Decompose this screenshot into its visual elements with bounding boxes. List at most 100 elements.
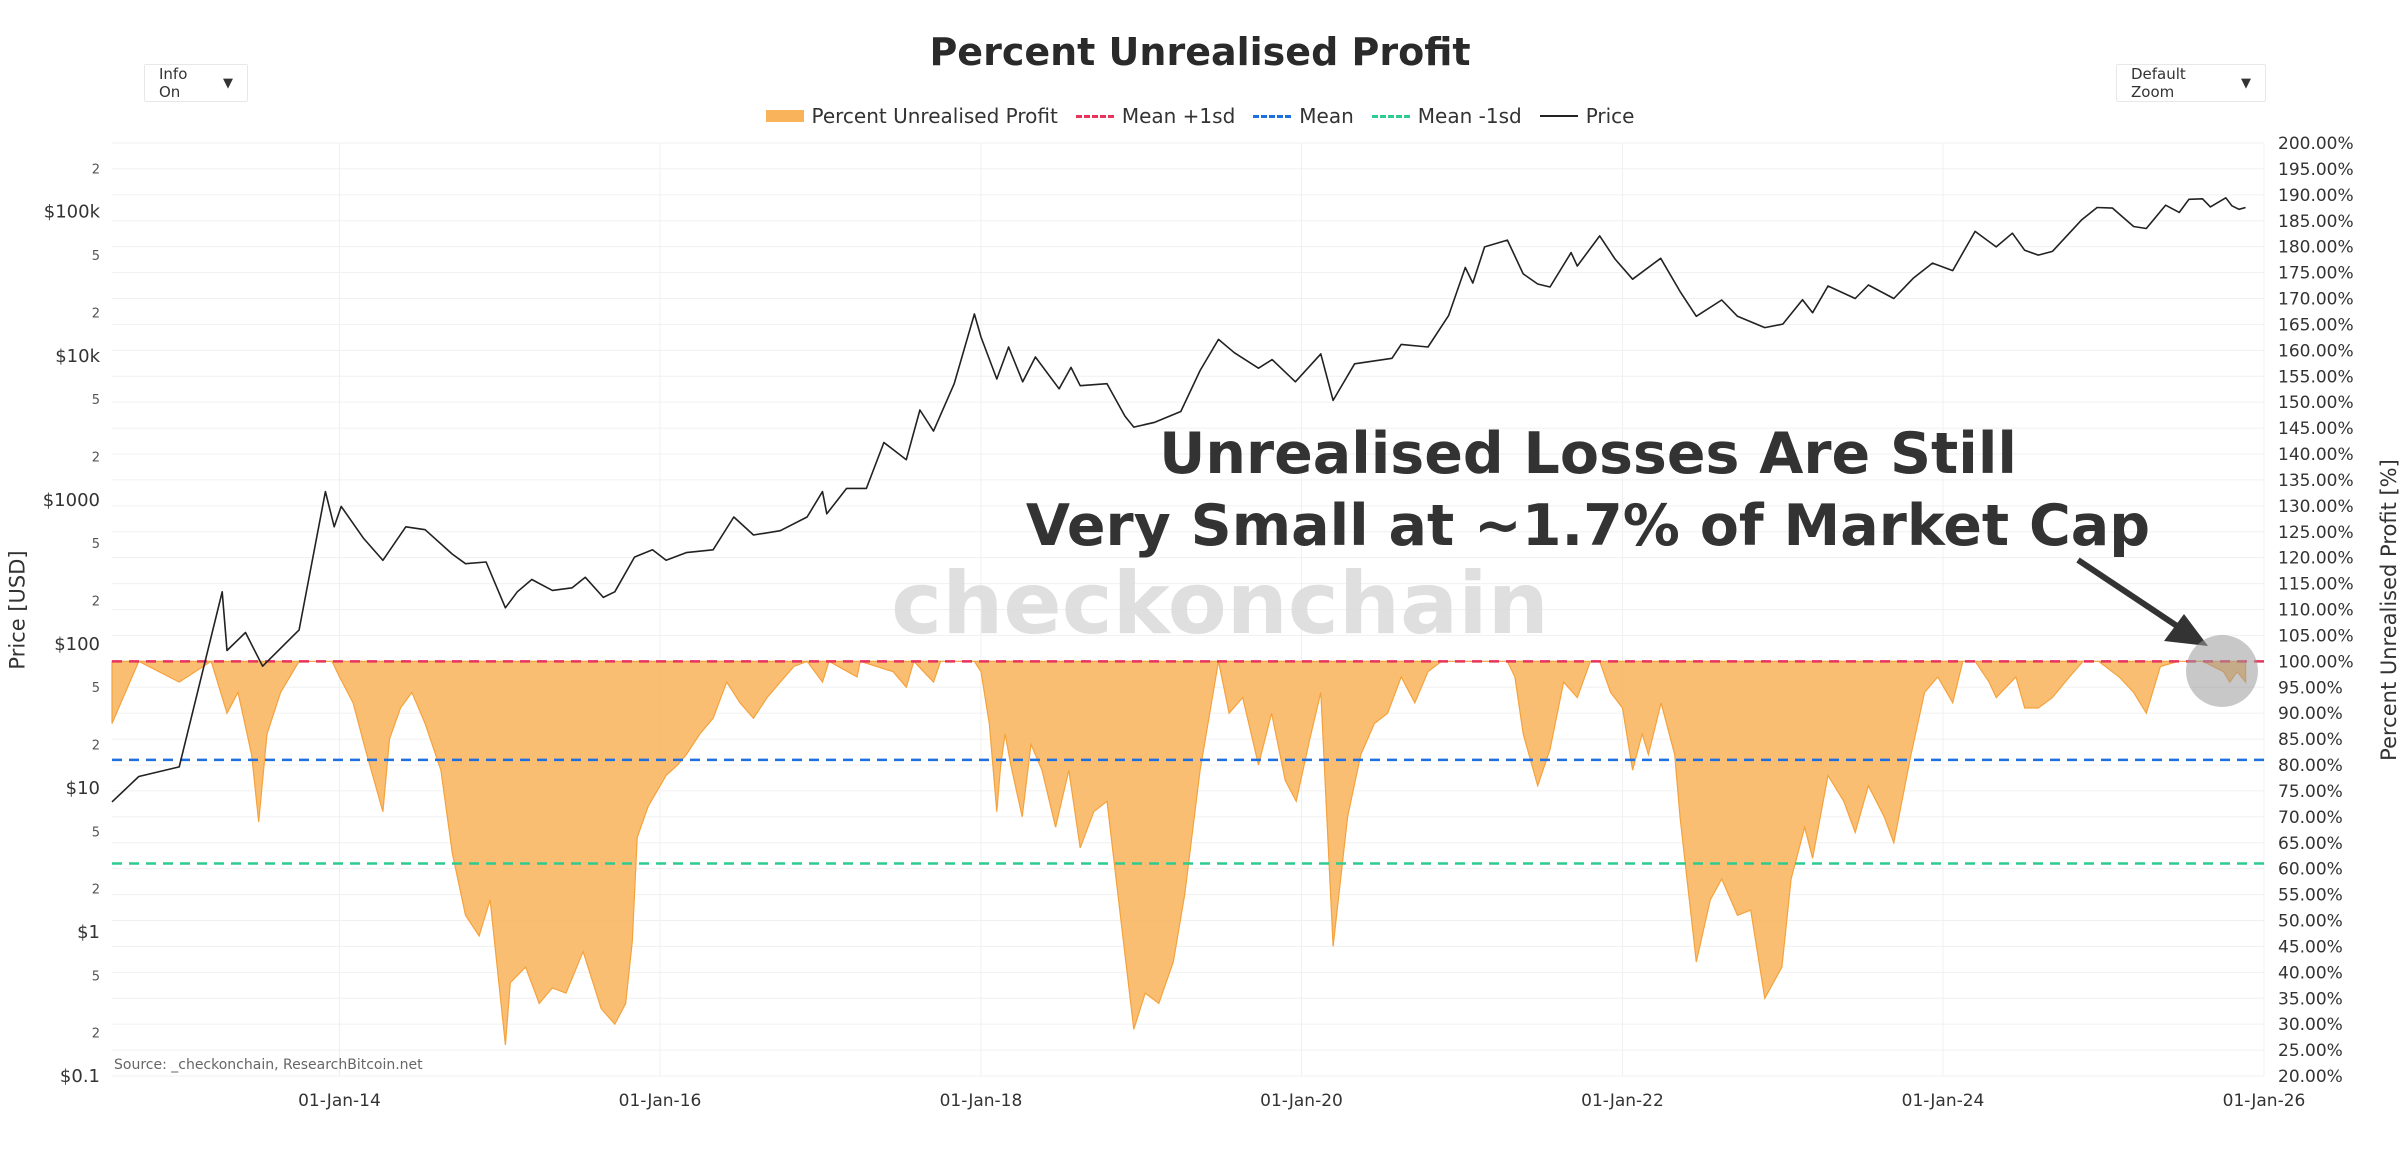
right-axis-ticks: 20.00% 25.00% 30.00% 35.00% 40.00% 45.00% 50.0… [2278, 134, 2354, 1087]
y-right-tick-label: 175.00% [2278, 264, 2354, 284]
y-right-tick-label: 155.00% [2278, 367, 2354, 387]
y-right-tick-label: 35.00% [2278, 989, 2343, 1009]
y-left-minor-tick-label: 5 [92, 681, 100, 696]
annotation-line-2: Very Small at ~1.7% of Market Cap [1026, 493, 2150, 559]
y-left-minor-tick-label: 2 [92, 450, 100, 465]
y-left-minor-tick-label: 5 [92, 537, 100, 552]
y-right-tick-label: 50.00% [2278, 912, 2343, 932]
zoom-dropdown[interactable]: Default Zoom ▼ [2116, 64, 2266, 102]
y-right-tick-label: 80.00% [2278, 756, 2343, 776]
source-note: Source: _checkonchain, ResearchBitcoin.n… [114, 1057, 423, 1073]
y-left-minor-tick-label: 2 [92, 739, 100, 754]
x-tick-label: 01-Jan-22 [1581, 1091, 1664, 1111]
y-right-tick-label: 65.00% [2278, 834, 2343, 854]
y-left-tick-label: $1 [77, 922, 100, 943]
legend-label: Mean -1sd [1417, 104, 1522, 128]
legend-item-mean[interactable]: Mean [1253, 104, 1354, 128]
y-left-minor-tick-label: 2 [92, 1027, 100, 1042]
y-right-tick-label: 75.00% [2278, 782, 2343, 802]
y-right-tick-label: 195.00% [2278, 160, 2354, 180]
highlight-circle [2186, 635, 2258, 707]
x-tick-label: 01-Jan-14 [298, 1091, 381, 1111]
y-right-tick-label: 120.00% [2278, 549, 2354, 569]
y-right-tick-label: 105.00% [2278, 626, 2354, 646]
legend-label: Mean [1299, 104, 1354, 128]
y-right-tick-label: 100.00% [2278, 652, 2354, 672]
y-right-tick-label: 60.00% [2278, 860, 2343, 880]
y-left-minor-tick-label: 2 [92, 883, 100, 898]
info-dropdown[interactable]: Info On ▼ [144, 64, 248, 102]
y-right-tick-label: 180.00% [2278, 238, 2354, 258]
y-left-tick-label: $100 [54, 634, 100, 655]
y-left-tick-label: $10k [55, 346, 100, 367]
y-right-tick-label: 110.00% [2278, 601, 2354, 621]
dash-swatch-icon [1253, 114, 1292, 118]
legend-label: Price [1585, 104, 1635, 128]
x-axis-ticks: 01-Jan-14 01-Jan-16 01-Jan-18 01-Jan-20 01-J… [298, 1091, 2305, 1111]
y-right-tick-label: 165.00% [2278, 315, 2354, 335]
y-left-minor-tick-label: 2 [92, 162, 100, 177]
y-right-tick-label: 40.00% [2278, 963, 2343, 983]
y-right-tick-label: 20.00% [2278, 1067, 2343, 1087]
y-right-tick-label: 70.00% [2278, 808, 2343, 828]
y-right-tick-label: 185.00% [2278, 212, 2354, 232]
y-left-minor-tick-label: 5 [92, 969, 100, 984]
y-right-tick-label: 95.00% [2278, 678, 2343, 698]
legend-item-mean-plus-1sd[interactable]: Mean +1sd [1075, 104, 1236, 128]
y-right-tick-label: 170.00% [2278, 290, 2354, 310]
y-right-tick-label: 45.00% [2278, 937, 2343, 957]
arrow-head-icon [2164, 614, 2208, 646]
y-right-tick-label: 30.00% [2278, 1015, 2343, 1035]
x-tick-label: 01-Jan-18 [940, 1091, 1023, 1111]
watermark: checkonchain [891, 554, 1549, 654]
profit-area-layer [111, 660, 2247, 1045]
annotation-arrow [2076, 557, 2182, 631]
annotation-line-1: Unrealised Losses Are Still [1159, 421, 2017, 487]
y-right-tick-label: 160.00% [2278, 341, 2354, 361]
y-right-tick-label: 200.00% [2278, 134, 2354, 154]
legend-label: Percent Unrealised Profit [811, 104, 1058, 128]
y-left-tick-label: $10 [66, 778, 100, 799]
y-left-minor-tick-label: 5 [92, 249, 100, 264]
y-right-tick-label: 85.00% [2278, 730, 2343, 750]
reference-lines [112, 660, 2264, 865]
chevron-down-icon: ▼ [2241, 75, 2251, 91]
y-right-tick-label: 145.00% [2278, 419, 2354, 439]
y-right-tick-label: 140.00% [2278, 445, 2354, 465]
y-left-minor-tick-label: 5 [92, 393, 100, 408]
x-tick-label: 01-Jan-20 [1260, 1091, 1343, 1111]
chart-title: Percent Unrealised Profit [929, 30, 1471, 74]
y-left-tick-label: $100k [44, 202, 101, 223]
y-right-tick-label: 130.00% [2278, 497, 2354, 517]
legend-item-mean-minus-1sd[interactable]: Mean -1sd [1371, 104, 1522, 128]
y-left-minor-tick-label: 2 [92, 306, 100, 321]
line-swatch-icon [1539, 115, 1578, 117]
y-right-tick-label: 90.00% [2278, 704, 2343, 724]
price-line [111, 197, 2246, 803]
x-tick-label: 01-Jan-24 [1902, 1091, 1985, 1111]
y-right-tick-label: 25.00% [2278, 1041, 2343, 1061]
area-swatch-icon [765, 110, 804, 122]
legend-item-price[interactable]: Price [1539, 104, 1635, 128]
y-left-tick-label: $0.1 [60, 1066, 100, 1087]
y-right-tick-label: 115.00% [2278, 575, 2354, 595]
legend-label: Mean +1sd [1121, 104, 1236, 128]
dash-swatch-icon [1075, 114, 1114, 118]
x-tick-label: 01-Jan-16 [619, 1091, 702, 1111]
profit-area [111, 660, 2247, 1045]
legend: Percent Unrealised Profit Mean +1sd Mean… [0, 104, 2400, 128]
y-right-tick-label: 55.00% [2278, 886, 2343, 906]
y-left-tick-label: $1000 [43, 490, 100, 511]
left-axis-ticks: $0.1 $1 $10 $100 $1000 $10k $100k 2 5 2 5 2 5 2 5 2 5 2 5 2 [43, 162, 101, 1087]
zoom-dropdown-label: Default Zoom [2131, 65, 2186, 101]
y-left-minor-tick-label: 2 [92, 595, 100, 610]
y-left-minor-tick-label: 5 [92, 825, 100, 840]
dash-swatch-icon [1371, 114, 1410, 118]
y-right-tick-label: 190.00% [2278, 186, 2354, 206]
price-line-layer [111, 197, 2246, 803]
legend-item-profit[interactable]: Percent Unrealised Profit [765, 104, 1058, 128]
chevron-down-icon: ▼ [223, 75, 233, 91]
y-right-tick-label: 125.00% [2278, 523, 2354, 543]
y-right-tick-label: 150.00% [2278, 393, 2354, 413]
